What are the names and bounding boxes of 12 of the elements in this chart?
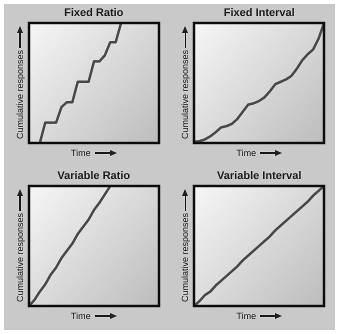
- chart-title: Fixed Ratio: [63, 6, 124, 21]
- y-axis-title: Cumulative responses: [14, 213, 25, 303]
- chart-title: Variable Ratio: [56, 169, 130, 184]
- y-axis-title: Cumulative responses: [14, 50, 25, 140]
- y-axis-title: Cumulative responses: [180, 213, 190, 303]
- x-axis-title: Time: [236, 148, 256, 158]
- y-axis-title: Cumulative responses: [180, 50, 190, 140]
- chart-title: Fixed Interval: [222, 6, 295, 21]
- x-axis-title: Time: [70, 148, 91, 158]
- x-axis-title: Time: [70, 311, 91, 321]
- chart-title: Variable Interval: [216, 169, 302, 184]
- x-axis-title: Time: [236, 311, 256, 321]
